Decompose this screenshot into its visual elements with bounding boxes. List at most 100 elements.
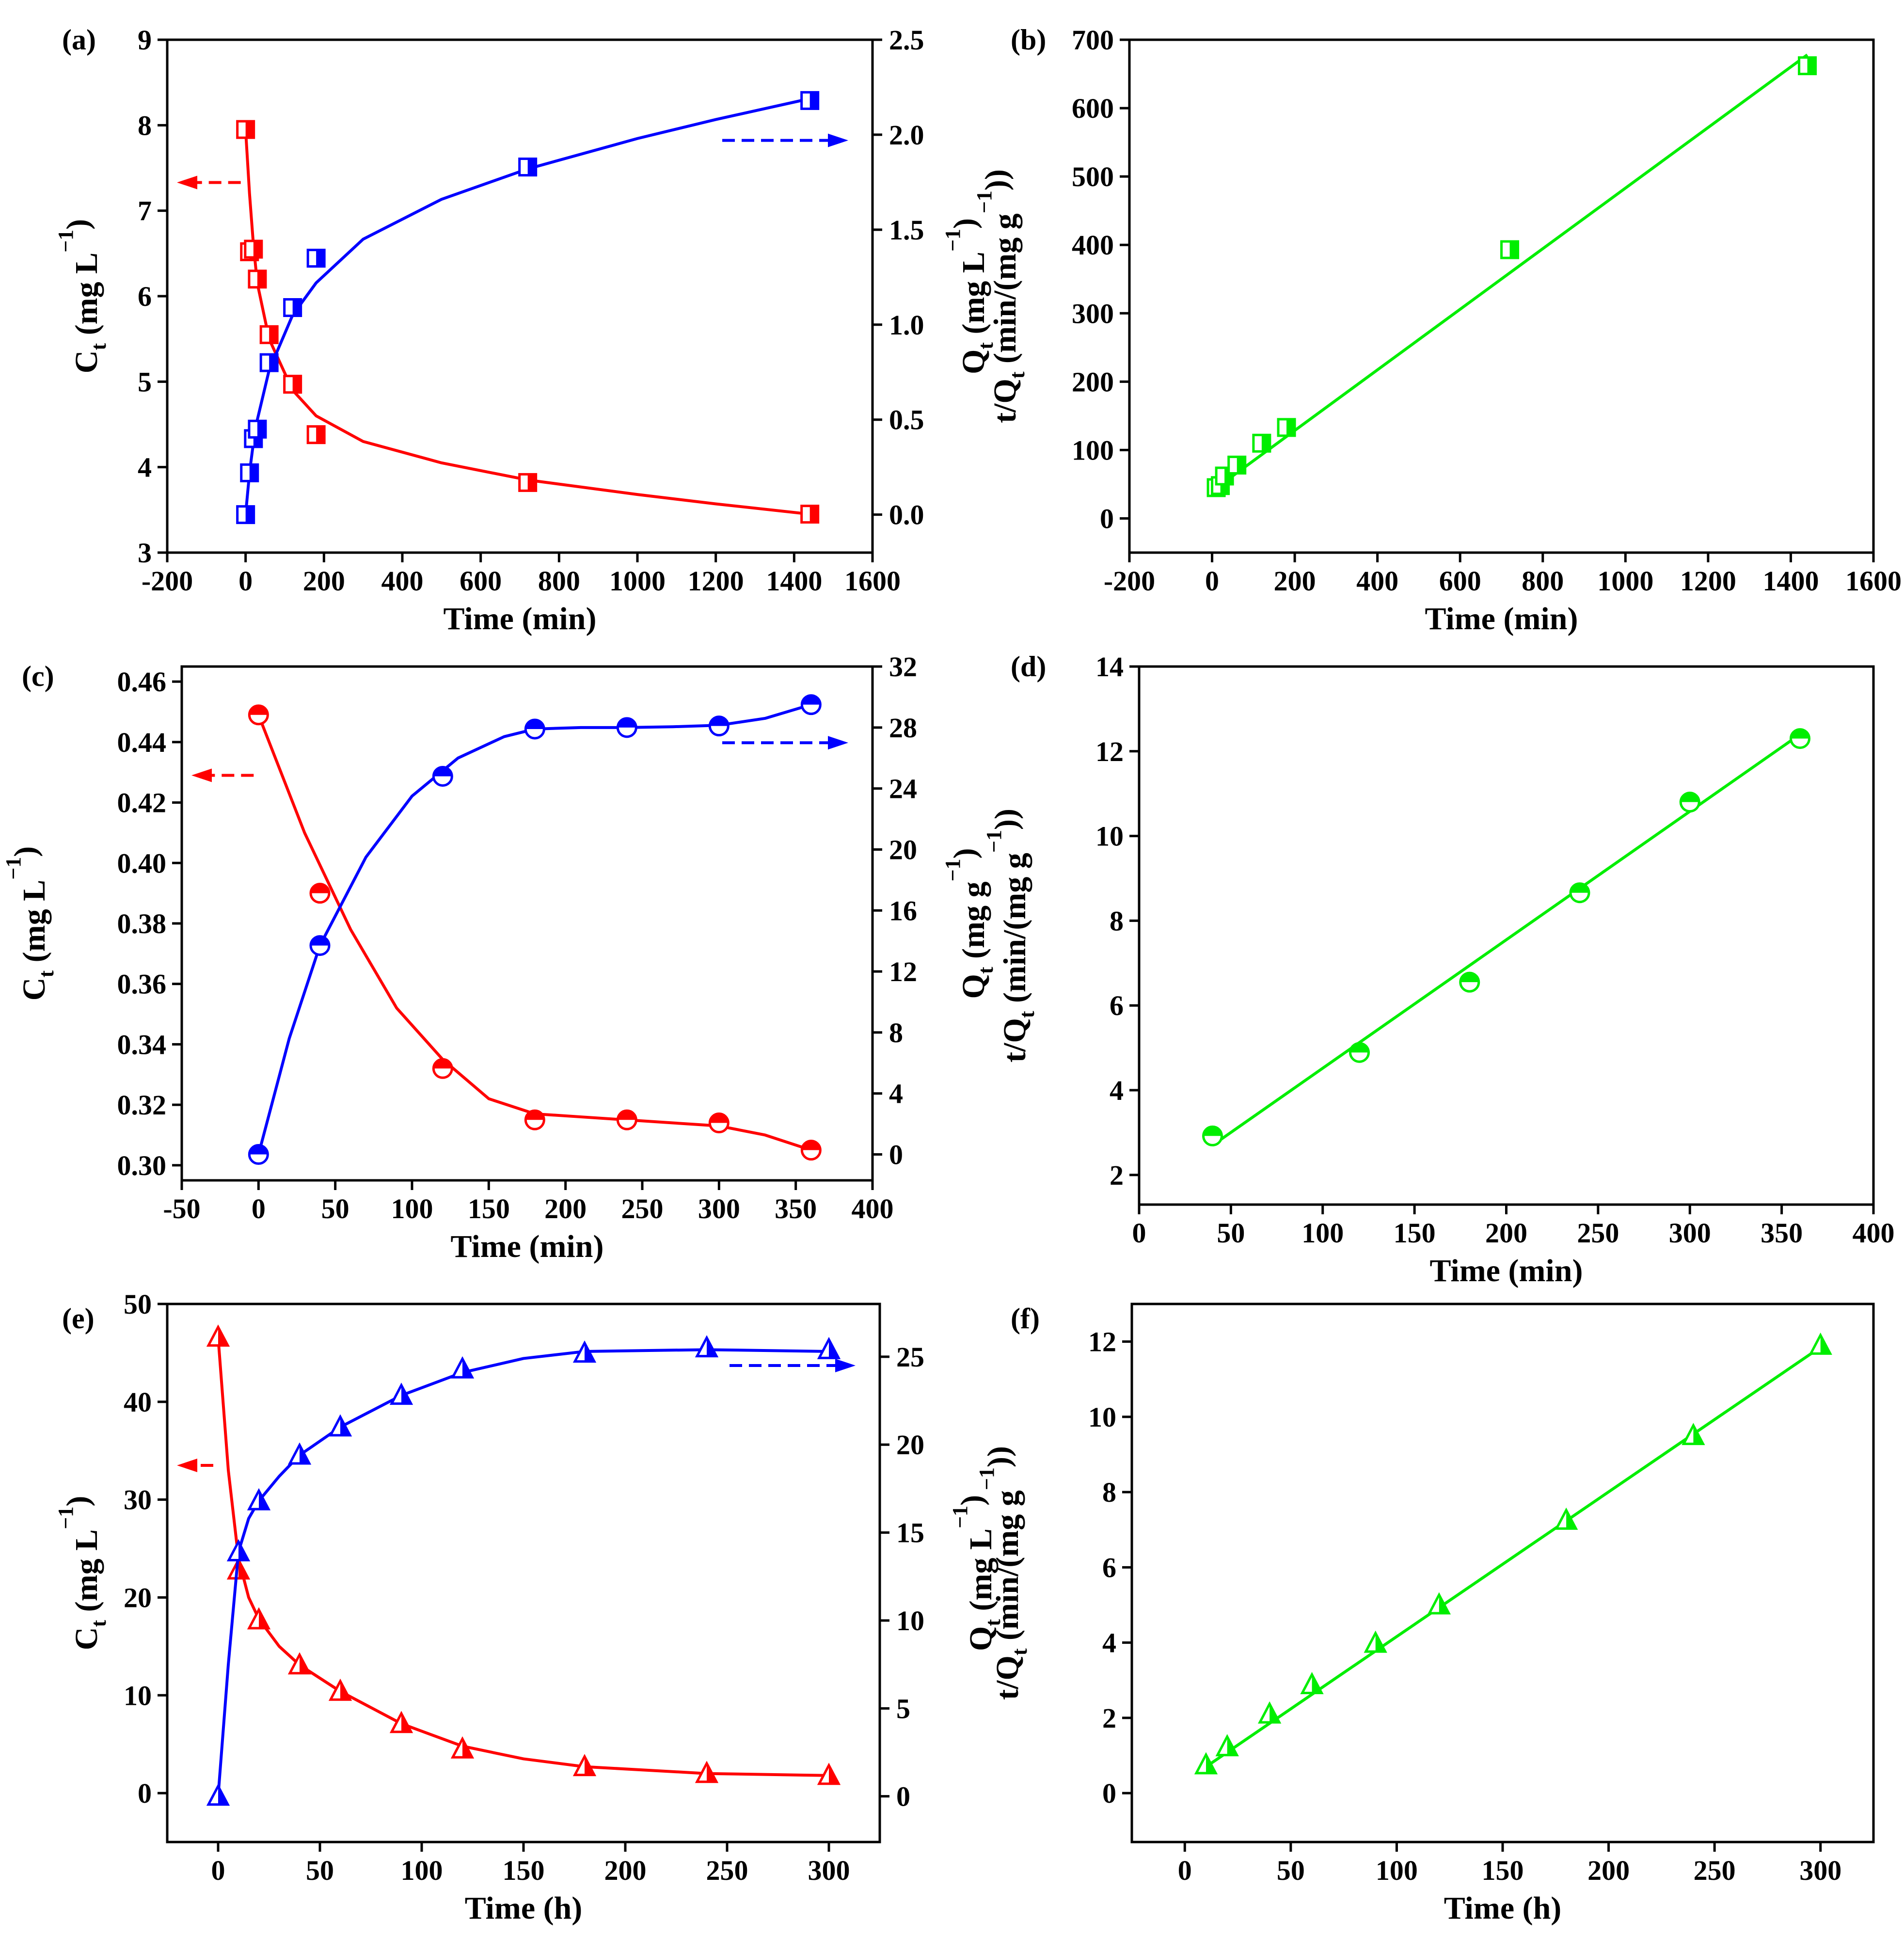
y2-tick-label: 28 [889,712,917,744]
y-tick-label: 12 [1088,1326,1116,1358]
data-point-t-qt-fill [1460,973,1479,983]
data-point-ct-fill [249,705,268,715]
plot-frame [1138,665,1875,1206]
x-tick-label: 0 [211,1855,225,1886]
data-point-ct-fill [829,1765,839,1784]
panel-label: (c) [22,660,54,692]
x-tick-label: -200 [1104,565,1155,597]
data-point-ct-fill [809,506,818,523]
x-tick-label: 800 [538,565,580,597]
ylabel-unit: (mg L [69,1529,104,1620]
data-point-ct-fill [218,1327,228,1346]
panel-label: (b) [1011,24,1046,56]
x-tick-label: 1000 [609,565,666,597]
x-axis-title: Time (h) [465,1890,583,1926]
data-point-t-qt-fill [1820,1335,1830,1354]
data-point-t-qt-fill [1566,1510,1576,1529]
y-tick-label: 2 [1102,1702,1116,1734]
x-tick-label: 100 [391,1193,433,1224]
y-tick-label: 0 [1102,1778,1116,1809]
y2-tick-label: 1.5 [889,214,924,246]
y-tick-label: 12 [1095,736,1124,767]
x-tick-label: 200 [604,1855,647,1886]
ylabel-unit: (mg g [956,882,991,967]
y-tick-label: 0.36 [117,969,167,1000]
x-tick-label: 0 [1178,1855,1192,1886]
ylabel-main: t/Q [987,379,1023,423]
ylabel-sub: t [87,1620,111,1627]
data-point-ct-fill [259,1609,269,1628]
data-point-ct-fill [316,426,325,443]
y2-tick-label: 2.0 [889,119,924,151]
data-point-t-qt-fill [1791,729,1809,739]
y-tick-label: 5 [138,366,152,397]
y-axis-title: Ct (mg L−1) [1,846,58,1001]
y-tick-label: 3 [138,537,152,569]
x-tick-label: 200 [1485,1217,1527,1249]
data-point-qt-fill [238,1541,248,1560]
x-tick-label: 150 [503,1855,545,1886]
data-point-qt-fill [527,159,536,175]
x-tick-label: 600 [460,565,502,597]
y2-tick-label: 0.5 [889,404,924,436]
y-tick-label: 8 [1110,905,1124,937]
fit-line-ct [257,714,812,1152]
plot-frame [1130,1303,1875,1843]
y-tick-label: 6 [138,281,152,312]
y-tick-label: 10 [1088,1401,1116,1433]
x-tick-label: -200 [142,565,193,597]
y-tick-label: 700 [1072,24,1114,56]
ylabel-sub: t [87,343,111,350]
data-point-qt-fill [618,718,636,728]
x-tick-label: 250 [1577,1217,1619,1249]
ylabel-close: ) [947,848,983,858]
y-tick-label: 0.34 [117,1029,167,1060]
x-tick-label: 150 [1394,1217,1436,1249]
y2-tick-label: 2.5 [889,24,924,56]
y2-tick-label: 4 [889,1078,903,1110]
y2-tick-label: 32 [889,651,917,683]
y2-tick-label: 15 [896,1517,924,1549]
data-point-qt-fill [525,719,544,729]
data-point-ct-fill [292,376,301,393]
ylabel-main: C [69,1627,104,1651]
data-point-qt-fill [340,1416,350,1435]
data-point-qt-fill [802,695,821,705]
ylabel-sup: −1 [54,1507,78,1529]
data-point-qt-fill [245,506,254,523]
y2-tick-label: 0 [896,1781,910,1812]
data-point-ct-fill [802,1141,821,1150]
data-point-t-qt-fill [1286,419,1295,436]
y-axis-title: t/Qt (min/(mg g−1)) [972,169,1029,423]
x-tick-label: 150 [1482,1855,1524,1886]
data-point-t-qt-fill [1261,435,1270,452]
x-tick-label: 400 [1356,565,1398,597]
x-tick-label: 1600 [1845,565,1902,597]
x-tick-label: 1000 [1597,565,1653,597]
x-tick-label: 400 [381,565,424,597]
x-tick-label: 600 [1439,565,1481,597]
y-tick-label: 20 [124,1582,152,1613]
y-tick-label: 30 [124,1484,152,1516]
ylabel-unit: (mg L [69,253,104,343]
data-point-qt-fill [218,1786,228,1805]
data-point-qt-fill [300,1445,309,1463]
data-point-ct-fill [525,1111,544,1120]
y2-tick-label: 8 [889,1017,903,1048]
x-tick-label: 800 [1522,565,1564,597]
y-tick-label: 0.32 [117,1089,167,1121]
y-tick-label: 2 [1110,1160,1124,1191]
y-tick-label: 0 [138,1778,152,1809]
y-tick-label: 200 [1072,366,1114,397]
y2-tick-label: 0 [889,1139,903,1171]
y-tick-label: 300 [1072,298,1114,329]
data-point-qt-fill [809,92,818,109]
ylabel-unit: (mg L [16,880,52,970]
ylabel-close: ) [60,219,95,230]
data-point-t-qt-fill [1312,1674,1322,1693]
y2-tick-label: 10 [896,1605,924,1636]
ylabel-main: C [69,350,104,374]
ylabel-sub: t [1008,1648,1031,1655]
y-axis-title: t/Qt (min/(mg g−1)) [975,1446,1031,1700]
ylabel-close: )) [981,1446,1016,1467]
